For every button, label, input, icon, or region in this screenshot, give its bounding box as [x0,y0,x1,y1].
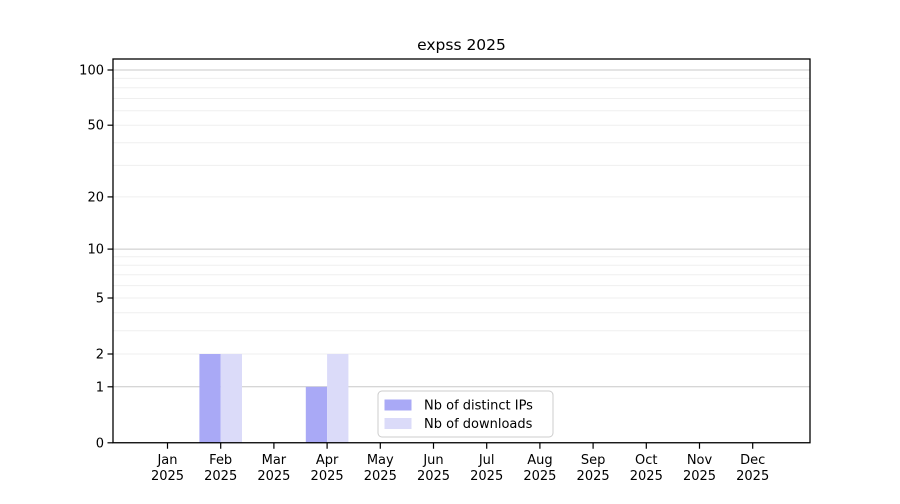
x-tick-label-month: Feb [209,453,232,468]
y-tick-label: 20 [87,190,104,205]
x-tick-label-year: 2025 [523,469,556,484]
y-tick-label: 10 [87,243,104,258]
x-tick-label-year: 2025 [151,469,184,484]
x-tick-label-year: 2025 [683,469,716,484]
x-tick-label-year: 2025 [364,469,397,484]
x-tick-label-year: 2025 [736,469,769,484]
x-tick-label-year: 2025 [417,469,450,484]
x-tick-label-month: Dec [740,453,765,468]
bar-nb-of-distinct-ips-apr [305,386,328,443]
x-tick-label-month: Sep [581,453,606,468]
y-tick-label: 0 [96,436,104,451]
plot-frame [112,58,811,444]
y-tick-label: 1 [96,380,104,395]
x-tick-label-month: Oct [635,453,657,468]
x-tick-label-month: Apr [316,453,339,468]
legend: Nb of distinct IPs Nb of downloads [377,390,554,438]
bar-nb-of-distinct-ips-feb [199,354,221,443]
legend-swatch-nb-of-downloads [384,418,412,429]
bar-nb-of-downloads-apr [327,354,349,443]
y-tick-label: 5 [96,292,104,307]
x-tick-label-year: 2025 [204,469,237,484]
x-tick-label-year: 2025 [257,469,290,484]
x-tick-label-month: Jan [156,453,177,468]
legend-swatch-nb-of-distinct-ips [384,399,412,411]
x-tick-label-year: 2025 [470,469,503,484]
y-tick-label: 100 [79,64,104,79]
y-tick-label: 50 [87,119,104,134]
chart-plot-area: 0125102050100Jan2025Feb2025Mar2025Apr202… [79,58,811,484]
x-tick-label-month: May [367,453,394,468]
x-tick-label-month: Jun [422,453,443,468]
chart-title: expss 2025 [417,36,506,54]
x-tick-label-year: 2025 [577,469,610,484]
legend-box [377,390,554,438]
legend-label-nb-of-distinct-ips: Nb of distinct IPs [424,399,533,414]
x-tick-label-month: Mar [262,453,287,468]
x-tick-label-month: Nov [687,453,713,468]
x-tick-label-month: Jul [478,453,495,468]
bar-nb-of-downloads-feb [220,354,242,443]
y-tick-label: 2 [96,348,104,363]
x-tick-label-year: 2025 [630,469,663,484]
legend-label-nb-of-downloads: Nb of downloads [424,417,533,432]
x-tick-label-month: Aug [527,453,552,468]
x-tick-label-year: 2025 [311,469,344,484]
